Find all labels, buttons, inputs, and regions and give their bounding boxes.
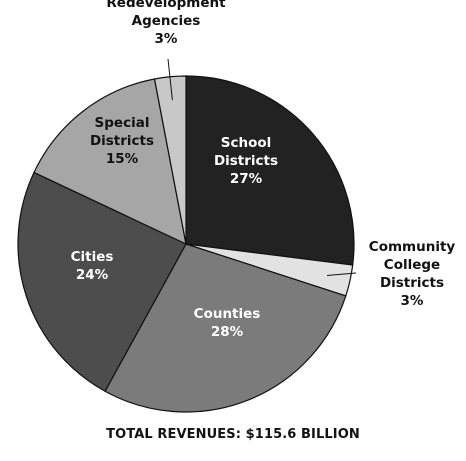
slice-percent-3: 24% — [76, 267, 109, 283]
slice-label-line-1-0: Community — [369, 239, 456, 255]
pie-slice-4 — [33, 78, 187, 246]
slice-label-1: Community College Districts 3% — [369, 239, 456, 309]
slice-percent-4: 15% — [106, 151, 139, 167]
slice-percent-2: 28% — [211, 324, 244, 340]
slice-label-line-4-0: Special — [95, 115, 150, 131]
pie-slice-3 — [17, 171, 187, 393]
slice-label-4: Special Districts 15% — [90, 115, 154, 167]
slice-label-line-4-1: Districts — [90, 133, 154, 149]
slice-label-line-0-0: School — [221, 135, 272, 151]
slice-label-line-1-2: Districts — [380, 275, 444, 291]
chart-caption: TOTAL REVENUES: $115.6 BILLION — [106, 427, 360, 442]
slice-label-line-5-0: Redevelopment — [106, 0, 226, 11]
slice-label-line-3-0: Cities — [71, 249, 114, 265]
slice-label-line-5-1: Agencies — [132, 13, 201, 29]
pie-slice-2 — [104, 243, 347, 413]
slice-label-2: Counties 28% — [194, 306, 261, 340]
slice-label-3: Cities 24% — [71, 249, 114, 283]
slice-label-line-1-1: College — [384, 257, 440, 273]
slice-label-line-0-1: Districts — [214, 153, 278, 169]
slice-percent-5: 3% — [155, 31, 178, 47]
slice-label-0: School Districts 27% — [214, 135, 278, 187]
slice-label-5: Redevelopment Agencies 3% — [106, 0, 226, 47]
leader-line-1 — [326, 272, 357, 277]
slice-percent-1: 3% — [401, 293, 424, 309]
slice-percent-0: 27% — [230, 171, 263, 187]
slice-label-line-2-0: Counties — [194, 306, 261, 322]
leader-line-5 — [167, 58, 173, 101]
pie-slice-0 — [185, 75, 355, 266]
